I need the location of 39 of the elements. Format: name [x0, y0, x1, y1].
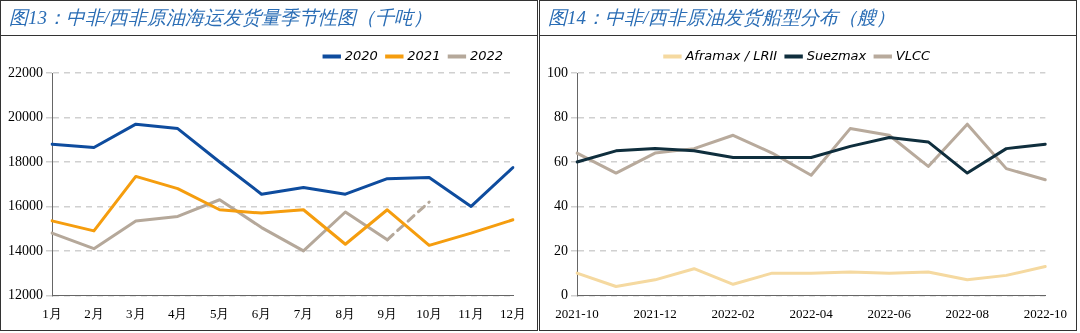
legend-label: 2020 [344, 47, 378, 63]
y-tick-label: 12000 [8, 287, 43, 303]
legend-label: VLCC [895, 47, 931, 63]
chart-title: 图14：中非/西非原油发货船型分布（艘） [540, 1, 1076, 36]
x-tick-label: 8月 [335, 305, 356, 321]
x-tick-label: 2022-02 [711, 305, 755, 321]
x-tick-label: 2022-08 [945, 305, 989, 321]
x-tick-label: 3月 [126, 305, 146, 321]
y-tick-label: 16000 [8, 198, 43, 214]
x-tick-label: 2021-12 [633, 305, 677, 321]
legend-label: Suezmax [806, 47, 867, 63]
chart-title: 图13：中非/西非原油海运发货量季节性图（千吨） [1, 1, 537, 36]
x-tick-label: 5月 [209, 305, 230, 321]
x-tick-label: 9月 [377, 305, 398, 321]
y-tick-label: 22000 [8, 64, 43, 80]
y-tick-label: 100 [547, 64, 568, 80]
x-tick-label: 2月 [84, 305, 104, 321]
x-tick-label: 2022-10 [1023, 305, 1068, 321]
y-tick-label: 40 [554, 198, 568, 214]
x-tick-label: 2021-10 [555, 305, 599, 321]
y-tick-label: 80 [554, 109, 568, 125]
y-tick-label: 0 [561, 287, 568, 303]
y-tick-label: 60 [554, 153, 568, 169]
y-tick-label: 20 [554, 242, 568, 258]
y-tick-label: 18000 [8, 153, 43, 169]
y-tick-label: 20000 [8, 109, 43, 125]
x-tick-label: 10月 [416, 305, 443, 321]
x-tick-label: 2022-06 [867, 305, 912, 321]
legend-label: Aframax / LRII [684, 47, 778, 63]
x-tick-label: 4月 [167, 305, 188, 321]
legend-label: 2022 [469, 47, 504, 63]
x-tick-label: 7月 [293, 305, 314, 321]
x-tick-label: 2022-04 [789, 305, 834, 321]
legend-label: 2021 [407, 47, 441, 63]
x-tick-label: 11月 [458, 305, 484, 321]
y-tick-label: 14000 [8, 242, 43, 258]
x-tick-label: 1月 [42, 305, 62, 321]
x-tick-label: 12月 [500, 305, 526, 321]
x-tick-label: 6月 [251, 305, 272, 321]
